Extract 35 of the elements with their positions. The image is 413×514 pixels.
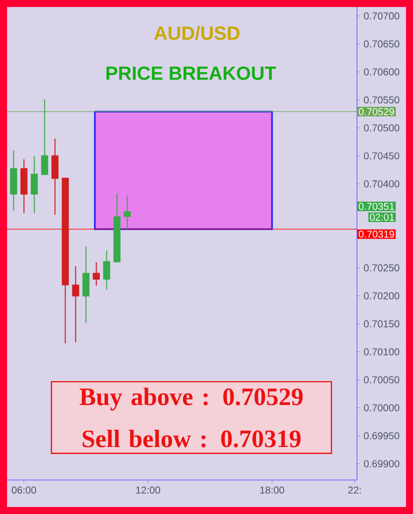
candlestick (82, 246, 90, 324)
y-tick-label: 0.69900 (364, 460, 400, 468)
ref-line-label: 0.70319 (358, 230, 394, 238)
x-tick-label: 12:00 (136, 486, 160, 494)
ref-line-label: 0.70529 (358, 108, 394, 116)
annotation: Sell below : 0.70319 (82, 430, 301, 448)
y-tick-label: 0.70200 (364, 292, 400, 300)
y-tick-label: 0.70550 (364, 96, 400, 104)
candlestick (51, 138, 58, 216)
y-tick-label: 0.70450 (364, 152, 400, 160)
y-tick-label: 0.70650 (364, 40, 400, 48)
y-tick-label: 0.69950 (364, 432, 400, 440)
y-tick-label: 0.70150 (364, 320, 400, 328)
text: 02:01 (370, 214, 394, 221)
y-tick-label: 0.70000 (364, 404, 400, 412)
y-tick-label: 0.70700 (364, 12, 400, 20)
y-tick-label: 0.70100 (364, 348, 400, 356)
y-tick-label: 0.70400 (364, 180, 400, 188)
y-tick-label: 0.70500 (364, 124, 400, 132)
candlestick (92, 262, 100, 286)
x-tick-label: 06:00 (12, 486, 36, 494)
candlestick (124, 195, 131, 230)
x-tick-label: 18:00 (260, 486, 284, 494)
text: AUD/USD (154, 26, 240, 40)
y-tick-label: 0.70050 (364, 376, 400, 384)
text: PRICE BREAKOUT (106, 66, 276, 80)
x-tick-label: 22: (348, 486, 361, 494)
y-tick-label: 0.70250 (364, 264, 400, 272)
text: 0.70351 (358, 202, 394, 210)
annotation: Buy above : 0.70529 (80, 388, 303, 410)
candlestick (103, 250, 110, 290)
candlestick (72, 266, 80, 343)
candlestick (30, 155, 38, 214)
y-tick-label: 0.70600 (364, 68, 400, 76)
candlestick (41, 98, 48, 176)
